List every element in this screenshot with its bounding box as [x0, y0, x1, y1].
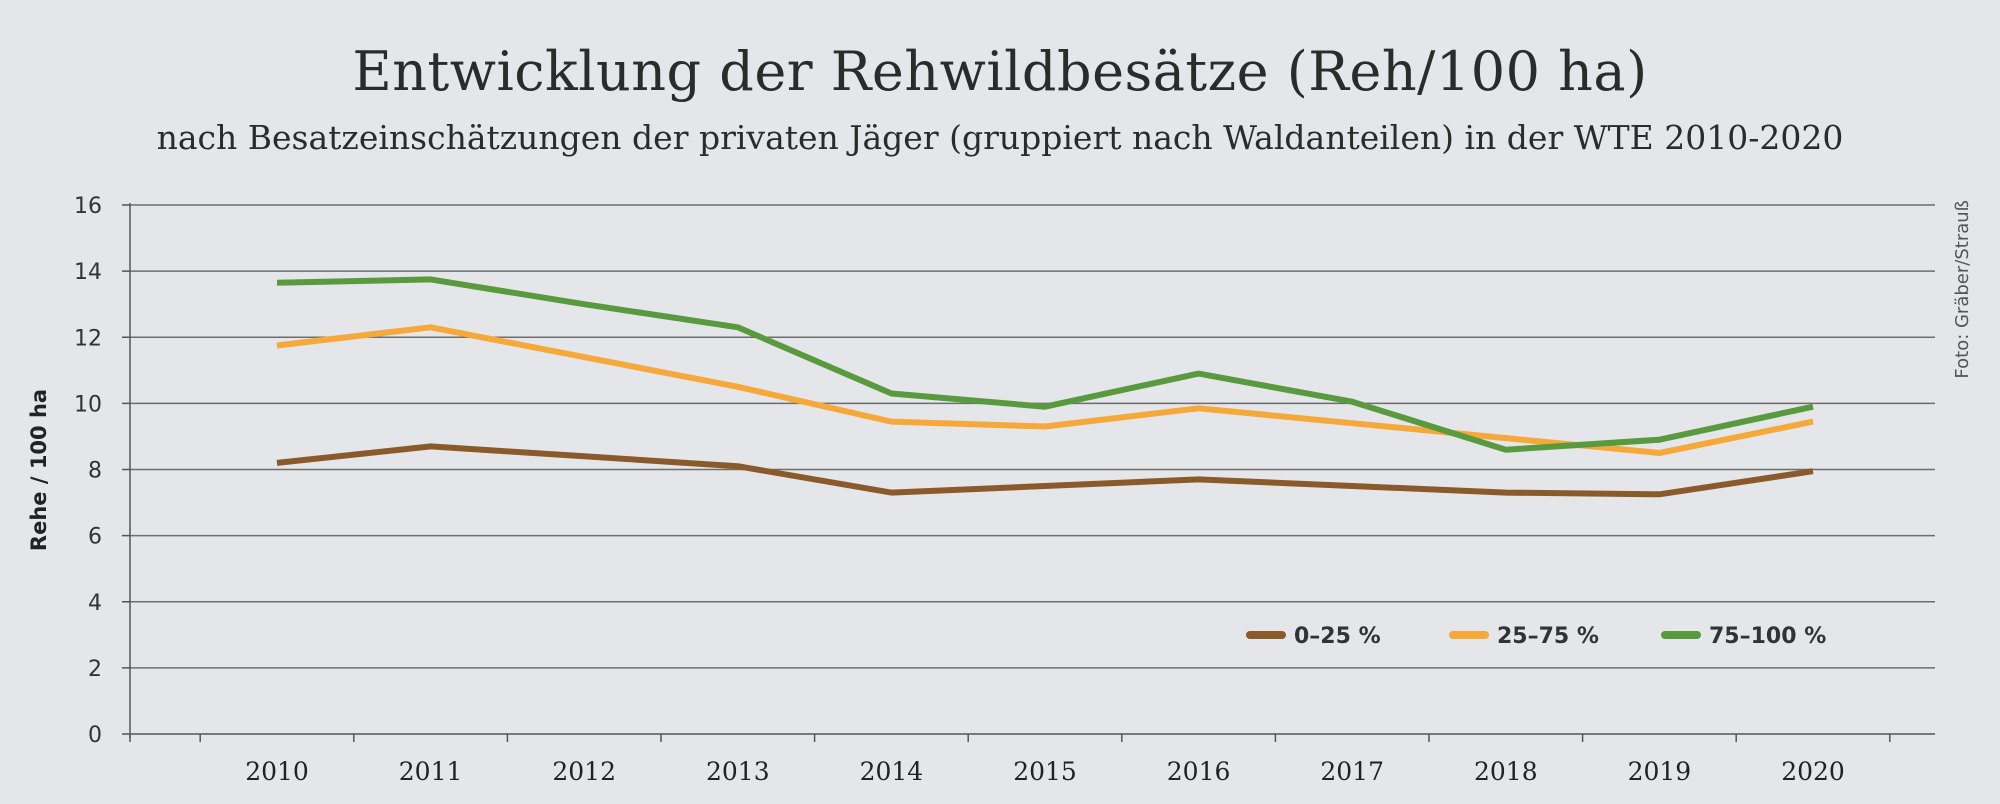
series-line-1 [276, 443, 1814, 498]
y-tick-label: 0 [88, 723, 102, 748]
chart-subtitle: nach Besatzeinschätzungen der privaten J… [156, 118, 1844, 157]
chart-title: Entwicklung der Rehwildbesätze (Reh/100 … [352, 40, 1648, 103]
x-tick-label: 2014 [860, 757, 924, 786]
legend: 0–25 % 25–75 % 75–100 % [1246, 624, 1826, 649]
series-lines [276, 276, 1814, 498]
series-line-3 [276, 276, 1814, 453]
x-tick-label: 2010 [245, 757, 309, 786]
x-tick-label: 2019 [1628, 757, 1692, 786]
x-tick-label: 2011 [399, 757, 463, 786]
legend-label-1: 0–25 % [1294, 624, 1381, 649]
x-tick-label: 2016 [1167, 757, 1231, 786]
y-tick-label: 2 [88, 657, 102, 682]
y-tick-label: 16 [74, 194, 102, 219]
y-tick-label: 10 [74, 392, 102, 417]
x-tick-label: 2018 [1474, 757, 1538, 786]
y-axis-label: Rehe / 100 ha [27, 389, 51, 551]
series-line-2 [276, 324, 1814, 456]
y-tick-label: 14 [74, 260, 102, 285]
y-ticks: 0 2 4 6 8 10 12 14 16 [74, 194, 130, 748]
legend-label-3: 75–100 % [1709, 624, 1826, 649]
x-tick-label: 2020 [1781, 757, 1845, 786]
y-tick-label: 6 [88, 525, 102, 550]
x-tick-label: 2013 [706, 757, 770, 786]
axes [129, 203, 1935, 738]
x-tick-label: 2015 [1013, 757, 1077, 786]
y-tick-label: 4 [88, 591, 102, 616]
x-tick-label: 2017 [1320, 757, 1384, 786]
legend-label-2: 25–75 % [1497, 624, 1599, 649]
grid-lines [130, 204, 1935, 669]
x-tick-label: 2012 [552, 757, 616, 786]
y-tick-label: 12 [74, 326, 102, 351]
y-tick-label: 8 [88, 459, 102, 484]
x-ticks: 2010 2011 2012 2013 2014 2015 2016 2017 2018 2019… [129, 734, 1891, 786]
